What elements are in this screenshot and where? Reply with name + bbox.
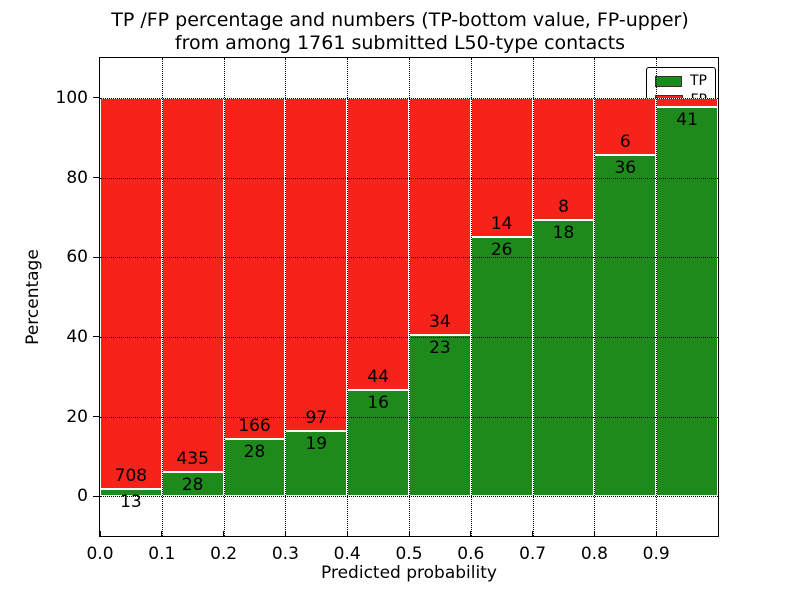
bar-count-label-tp: 13 — [120, 491, 142, 512]
x-tick-mark — [470, 531, 472, 537]
bar-segment-fp — [100, 97, 162, 489]
bar-segment-fp — [594, 97, 657, 155]
bar-count-label-tp: 23 — [429, 338, 451, 359]
bar-count-label-tp: 16 — [367, 392, 389, 413]
x-tick-label: 0.4 — [333, 544, 361, 564]
y-tick-label: 20 — [66, 406, 88, 427]
y-tick-mark — [93, 336, 99, 338]
chart-title: TP /FP percentage and numbers (TP-bottom… — [0, 9, 800, 55]
x-tick-mark — [408, 531, 410, 537]
gridline-vertical — [223, 58, 225, 536]
chart-title-line2: from among 1761 submitted L50-type conta… — [174, 32, 626, 54]
bar-segment-tp — [594, 154, 657, 497]
gridline-vertical — [161, 58, 163, 536]
y-tick-label: 80 — [66, 167, 88, 188]
y-tick-label: 100 — [55, 87, 88, 108]
y-tick-mark — [93, 256, 99, 258]
x-tick-label: 0.9 — [642, 544, 670, 564]
bar-count-label-tp: 26 — [490, 240, 513, 261]
bar-segment-fp — [470, 97, 533, 238]
chart-title-line1: TP /FP percentage and numbers (TP-bottom… — [111, 9, 689, 31]
bar-count-label-fp: 6 — [619, 131, 631, 152]
x-tick-label: 0.8 — [580, 544, 608, 564]
tp-color-swatch — [655, 76, 682, 87]
x-tick-mark — [284, 531, 286, 537]
y-tick-mark — [93, 97, 99, 99]
x-tick-label: 0.5 — [395, 544, 423, 564]
bar-segment-fp — [223, 97, 286, 439]
bar-segment-tp — [347, 389, 409, 497]
bar-segment-tp — [161, 472, 224, 497]
bar-count-label-fp: 708 — [114, 465, 148, 486]
x-tick-label: 0.0 — [86, 544, 114, 564]
x-tick-label: 0.6 — [457, 544, 485, 564]
y-axis-label: Percentage — [23, 249, 43, 345]
bar-segment-fp — [285, 97, 348, 431]
y-tick-mark — [93, 495, 99, 497]
gridline-vertical — [532, 58, 534, 536]
bar-count-label-tp: 41 — [676, 110, 698, 131]
bar-segment-tp — [100, 488, 162, 497]
x-tick-label: 0.7 — [519, 544, 547, 564]
bar-count-label-tp: 19 — [305, 433, 328, 454]
x-tick-mark — [99, 531, 101, 537]
y-tick-mark — [93, 416, 99, 417]
bar-count-label-fp: 34 — [429, 312, 451, 333]
gridline-vertical — [470, 58, 472, 536]
y-tick-label: 40 — [66, 326, 88, 347]
x-tick-mark — [532, 531, 534, 537]
legend-entry-tp: TP — [647, 72, 715, 91]
bar-count-label-fp: 435 — [176, 449, 209, 470]
x-tick-mark — [223, 531, 225, 537]
x-tick-mark — [161, 531, 163, 537]
bar-count-label-tp: 36 — [614, 157, 637, 178]
x-tick-label: 0.1 — [148, 544, 176, 564]
x-tick-label: 0.3 — [271, 544, 299, 564]
bar-segment-fp — [409, 97, 471, 336]
x-axis-label: Predicted probability — [321, 563, 497, 583]
bar-segment-tp — [223, 438, 286, 497]
bar-count-label-tp: 28 — [181, 475, 204, 496]
bar-segment-tp — [470, 237, 533, 497]
gridline-vertical — [409, 58, 410, 536]
bar-count-label-fp: 8 — [558, 197, 569, 218]
gridline-vertical — [347, 58, 349, 536]
x-tick-label: 0.2 — [210, 544, 238, 564]
bar-segment-fp — [656, 97, 718, 108]
gridline-vertical — [594, 58, 596, 536]
legend-label-tp: TP — [690, 73, 707, 89]
bar-segment-fp — [347, 97, 409, 390]
bar-count-label-fp: 97 — [305, 407, 328, 428]
bar-count-label-tp: 18 — [552, 223, 575, 244]
y-tick-mark — [93, 177, 99, 178]
bar-count-label-fp: 44 — [367, 366, 389, 387]
bar-count-label-fp: 14 — [490, 214, 513, 235]
gridline-vertical — [285, 58, 287, 536]
y-tick-label: 60 — [66, 247, 88, 268]
bar-count-label-tp: 28 — [243, 441, 266, 462]
bar-segment-tp — [409, 335, 471, 497]
x-tick-mark — [655, 531, 657, 537]
x-tick-mark — [593, 531, 595, 537]
bar-segment-tp — [285, 430, 348, 497]
bar-segment-tp — [656, 107, 718, 497]
bar-count-label-fp: 166 — [238, 415, 271, 436]
bar-segment-tp — [532, 220, 595, 497]
y-tick-label: 0 — [77, 486, 88, 507]
gridline-vertical — [656, 58, 658, 536]
x-tick-mark — [346, 531, 348, 537]
